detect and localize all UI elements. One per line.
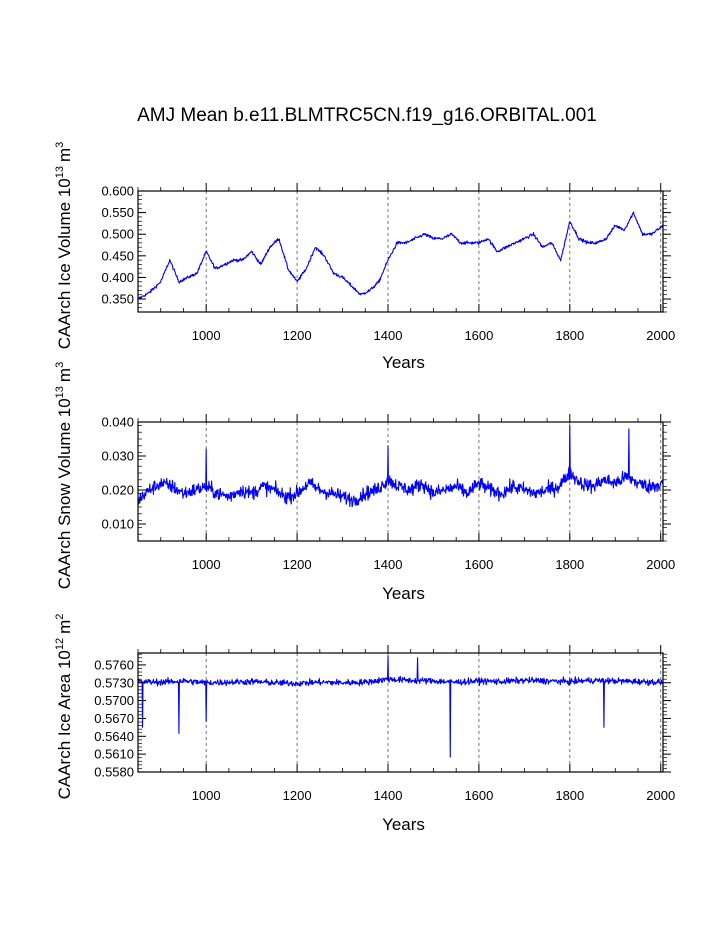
y-axis-label-unit: m	[55, 148, 74, 162]
y-axis-label-main: CAArch Ice Volume 10	[55, 178, 74, 349]
x-tick-label: 1000	[192, 788, 221, 803]
x-tick-label: 1600	[464, 328, 493, 343]
y-tick-label: 0.030	[101, 449, 134, 464]
x-tick-label: 1000	[192, 328, 221, 343]
y-axis-label-unit-exponent: 3	[54, 362, 66, 368]
plot-frame	[137, 421, 664, 542]
y-axis-label: CAArch Ice Volume 1013 m3	[54, 142, 74, 350]
x-tick-label: 1600	[464, 788, 493, 803]
x-tick-label: 1600	[464, 557, 493, 572]
y-axis-label-exponent: 13	[54, 166, 66, 178]
y-tick-label: 0.500	[101, 227, 134, 242]
x-tick-label: 1400	[374, 788, 403, 803]
x-tick-label: 1200	[283, 788, 312, 803]
y-tick-label: 0.5760	[94, 657, 134, 672]
panel-snow-volume: 1000 1200 1400 1600 1800 2000 0.010 0.020 0.030 0…	[54, 362, 675, 603]
series-line	[137, 655, 664, 758]
x-axis-label: Years	[382, 815, 425, 834]
x-axis-label: Years	[382, 584, 425, 603]
series-line	[137, 211, 664, 300]
y-tick-label: 0.450	[101, 248, 134, 263]
figure-title: AMJ Mean b.e11.BLMTRC5CN.f19_g16.ORBITAL…	[137, 105, 597, 126]
y-axis-label-unit-exponent: 2	[54, 614, 66, 620]
y-tick-label: 0.5580	[94, 765, 134, 780]
x-tick-label: 1000	[192, 557, 221, 572]
x-tick-label: 1200	[283, 557, 312, 572]
series-line	[137, 424, 664, 508]
y-tick-label: 0.040	[101, 415, 134, 430]
y-tick-label: 0.5670	[94, 711, 134, 726]
y-tick-label: 0.020	[101, 483, 134, 498]
y-tick-label: 0.5700	[94, 693, 134, 708]
y-axis-label: CAArch Snow Volume 1013 m3	[54, 362, 74, 589]
y-axis-label-main: CAArch Snow Volume 10	[55, 398, 74, 589]
plot-frame	[137, 652, 664, 773]
y-tick-label: 0.400	[101, 270, 134, 285]
panel-ice-area: 1000 1200 1400 1600 1800 2000 0.5580 0.5610 0.56…	[54, 614, 675, 834]
y-tick-label: 0.600	[101, 184, 134, 199]
x-tick-label: 1800	[555, 788, 584, 803]
y-axis-label-main: CAArch Ice Area 10	[55, 650, 74, 799]
y-tick-label: 0.5730	[94, 675, 134, 690]
y-tick-label: 0.5610	[94, 747, 134, 762]
y-axis-label-exponent: 13	[54, 386, 66, 398]
y-tick-label: 0.550	[101, 205, 134, 220]
y-axis-label-unit: m	[55, 368, 74, 382]
y-tick-label: 0.010	[101, 517, 134, 532]
x-tick-label: 1800	[555, 557, 584, 572]
panel-ice-volume: 1000 1200 1400 1600 1800 2000 0.350 0.400 0.450 0…	[54, 142, 675, 372]
x-axis-label: Years	[382, 353, 425, 372]
x-tick-label: 2000	[646, 557, 675, 572]
x-tick-label: 1200	[283, 328, 312, 343]
y-axis-label-unit-exponent: 3	[54, 142, 66, 148]
y-tick-label: 0.350	[101, 292, 134, 307]
y-axis-label-exponent: 12	[54, 638, 66, 650]
y-tick-label: 0.5640	[94, 729, 134, 744]
x-tick-label: 2000	[646, 328, 675, 343]
y-axis-label: CAArch Ice Area 1012 m2	[54, 614, 74, 800]
x-tick-label: 1400	[374, 328, 403, 343]
x-tick-label: 1800	[555, 328, 584, 343]
x-tick-label: 2000	[646, 788, 675, 803]
y-axis-label-unit: m	[55, 620, 74, 634]
x-tick-label: 1400	[374, 557, 403, 572]
